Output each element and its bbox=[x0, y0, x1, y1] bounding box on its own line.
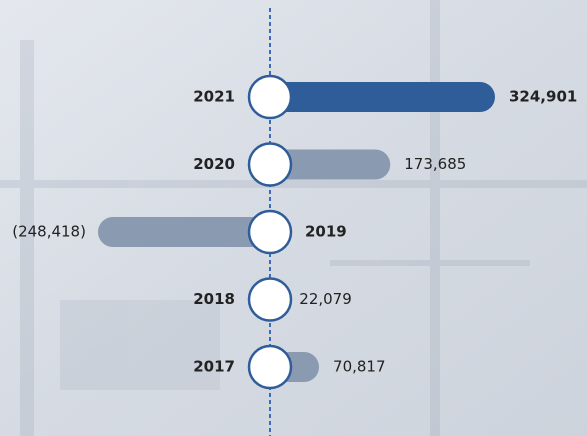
category-label: 2019 bbox=[305, 223, 347, 241]
category-label: 2021 bbox=[193, 88, 235, 106]
bar bbox=[270, 82, 495, 112]
value-label: 70,817 bbox=[333, 358, 386, 376]
marker-circle bbox=[247, 209, 293, 255]
category-label: 2017 bbox=[193, 358, 235, 376]
value-label: (248,418) bbox=[12, 223, 86, 241]
value-label: 22,079 bbox=[299, 290, 352, 308]
marker-circle bbox=[247, 74, 293, 120]
marker-circle bbox=[247, 142, 293, 187]
value-label: 173,685 bbox=[404, 155, 466, 173]
bar bbox=[270, 149, 391, 180]
value-label: 324,901 bbox=[509, 88, 577, 106]
marker-circle bbox=[247, 344, 293, 390]
bar bbox=[97, 217, 270, 247]
category-label: 2020 bbox=[193, 155, 235, 173]
marker-circle bbox=[247, 277, 293, 322]
category-label: 2018 bbox=[193, 290, 235, 308]
